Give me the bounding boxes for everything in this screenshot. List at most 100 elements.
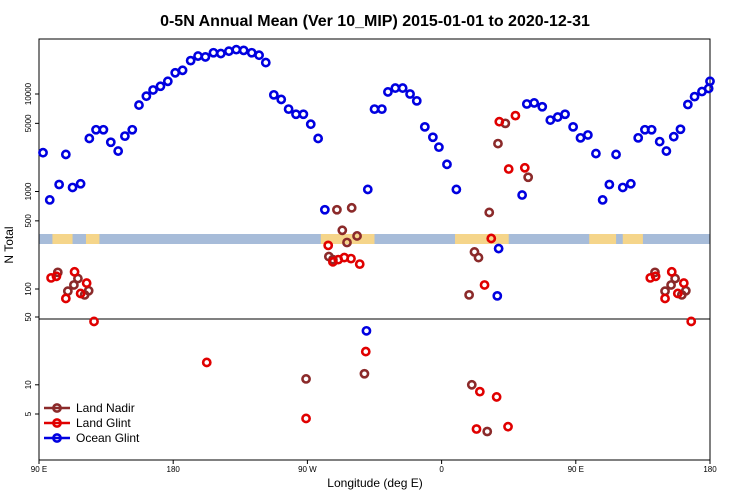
data-point <box>678 278 689 288</box>
land-band <box>85 234 100 244</box>
data-point <box>523 172 534 183</box>
y-tick-label: 10 <box>24 380 33 389</box>
data-point <box>177 65 188 76</box>
land-ocean-strip <box>39 234 710 244</box>
chart-title: 0-5N Annual Mean (Ver 10_MIP) 2015-01-01… <box>160 13 590 30</box>
data-point <box>464 289 475 300</box>
data-point <box>625 178 636 189</box>
data-point <box>666 280 676 290</box>
data-point <box>434 142 444 153</box>
data-point <box>319 204 330 215</box>
data-point <box>75 288 86 299</box>
x-tick-label: 90 W <box>298 465 317 474</box>
data-point <box>68 280 79 290</box>
data-point <box>493 138 503 149</box>
series-land-glint <box>46 110 697 434</box>
data-point <box>604 179 615 190</box>
data-point <box>362 184 373 195</box>
legend-label: Ocean Glint <box>76 431 140 445</box>
data-point <box>484 207 495 218</box>
legend-label: Land Glint <box>76 416 131 430</box>
data-point <box>127 124 138 135</box>
data-point <box>301 413 311 424</box>
data-point <box>486 233 497 244</box>
data-point <box>238 45 249 56</box>
data-point <box>560 109 570 120</box>
data-point <box>155 81 166 92</box>
x-axis: 90 E 180 90 W 0 90 E 180 <box>31 460 717 474</box>
y-axis: 5 10 50 100 500 1000 5000 10000 <box>24 82 39 416</box>
data-point <box>359 368 370 379</box>
data-point <box>276 94 287 105</box>
data-point <box>675 124 686 135</box>
data-point <box>672 288 683 299</box>
data-point <box>705 76 715 87</box>
data-point <box>51 271 62 282</box>
plot-frame <box>38 38 711 461</box>
data-point <box>305 119 316 130</box>
land-band <box>589 234 617 244</box>
data-point <box>298 109 309 120</box>
data-point <box>666 266 677 277</box>
data-point <box>134 100 144 110</box>
data-point <box>521 99 532 109</box>
data-point <box>254 50 264 61</box>
data-point <box>611 149 621 160</box>
data-point <box>268 89 279 100</box>
legend-label: Land Nadir <box>76 401 135 415</box>
data-point <box>60 149 71 160</box>
data-point <box>200 52 211 62</box>
data-point <box>591 148 601 159</box>
data-point <box>323 240 334 251</box>
y-tick-label: 5 <box>24 411 33 416</box>
land-band <box>622 234 643 244</box>
legend-marker <box>52 403 62 413</box>
data-point <box>510 110 521 121</box>
data-point <box>397 83 408 93</box>
data-point <box>537 101 548 112</box>
y-axis-label: N Total <box>2 226 16 263</box>
data-point <box>162 76 173 87</box>
x-tick-label: 90 E <box>568 465 584 474</box>
data-point <box>466 379 477 390</box>
data-point <box>645 272 656 283</box>
data-point <box>519 162 530 173</box>
data-point <box>113 146 124 156</box>
data-point <box>354 259 365 270</box>
x-tick-label: 180 <box>703 465 717 474</box>
data-point <box>301 374 311 384</box>
data-point <box>75 178 86 189</box>
y-tick-label: 5000 <box>24 114 33 132</box>
data-point <box>689 91 700 102</box>
x-axis-label: Longitude (deg E) <box>327 476 422 490</box>
y-tick-label: 1000 <box>24 182 33 200</box>
data-point <box>474 386 485 397</box>
x-tick-label: 90 E <box>31 465 47 474</box>
data-point <box>491 392 502 402</box>
data-point <box>668 131 679 142</box>
data-point <box>44 195 55 205</box>
data-point <box>646 124 657 135</box>
data-point <box>98 124 109 135</box>
data-point <box>411 95 422 106</box>
data-point <box>148 85 158 95</box>
data-point <box>376 104 387 115</box>
data-point <box>686 316 697 327</box>
data-point <box>660 293 670 304</box>
data-point <box>582 130 593 140</box>
data-point <box>141 91 152 102</box>
data-point <box>419 121 430 132</box>
data-point <box>54 179 65 190</box>
data-point <box>313 133 324 144</box>
data-point <box>83 285 94 296</box>
data-point <box>346 202 357 213</box>
data-point <box>654 136 665 147</box>
data-point <box>482 426 493 437</box>
data-point <box>60 293 71 304</box>
y-tick-label: 50 <box>24 312 33 321</box>
data-point <box>89 316 99 327</box>
land-band <box>52 234 73 244</box>
data-point <box>38 147 48 158</box>
data-point <box>517 190 528 200</box>
